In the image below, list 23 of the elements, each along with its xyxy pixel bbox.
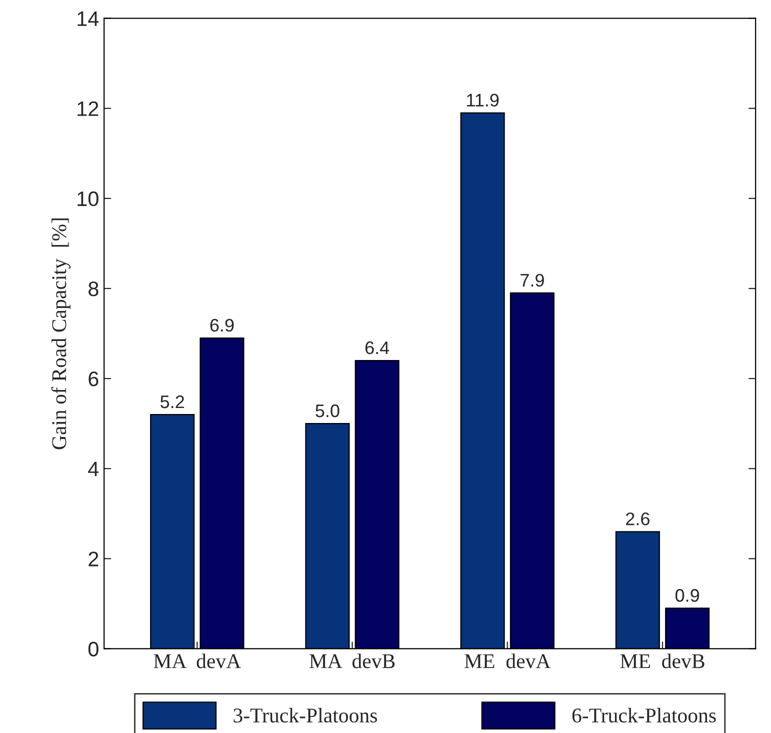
x-tick-label: ME devB <box>620 654 704 668</box>
y-tick-label: 14 <box>78 12 99 26</box>
data-label: 5.0 <box>316 404 340 418</box>
data-label: 0.9 <box>675 589 700 602</box>
x-tick-label: ME devA <box>464 654 551 668</box>
data-label: 5.2 <box>160 395 184 408</box>
x-tick-label: MA devA <box>154 654 241 668</box>
legend-label: 6-Truck-Platoons <box>572 708 716 723</box>
y-tick-label: 8 <box>88 281 98 296</box>
legend-label: 3-Truck-Platoons <box>234 708 377 723</box>
y-tick-label: 12 <box>78 101 98 116</box>
y-tick-label: 4 <box>88 462 99 476</box>
data-label: 7.9 <box>520 274 544 287</box>
y-tick-label: 0 <box>88 642 98 656</box>
y-tick-label: 10 <box>78 191 98 206</box>
y-tick-label: 2 <box>88 552 98 566</box>
data-label: 11.9 <box>467 94 499 107</box>
data-label: 6.9 <box>210 318 234 332</box>
data-label: 6.4 <box>365 341 390 354</box>
data-label: 2.6 <box>626 512 650 526</box>
y-tick-label: 6 <box>88 372 98 386</box>
y-axis-title: Gain of Road Capacity [%] <box>51 218 70 450</box>
x-tick-label: MA devB <box>309 654 395 668</box>
